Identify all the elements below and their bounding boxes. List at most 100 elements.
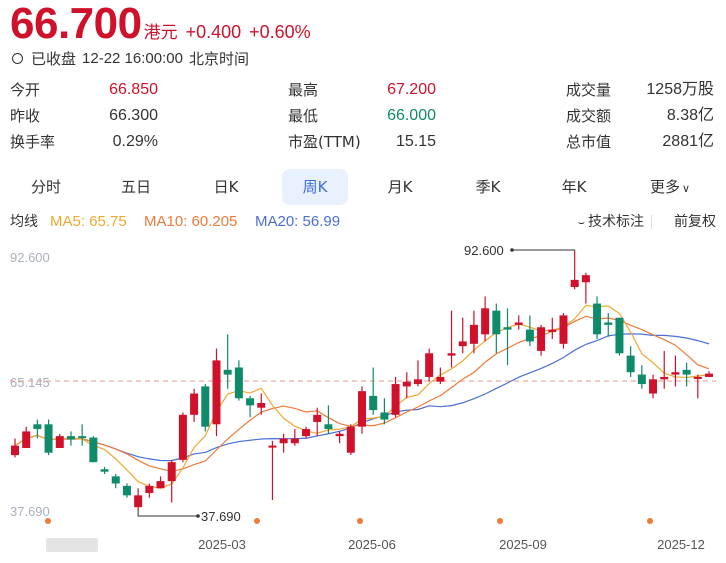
candle-body xyxy=(111,476,120,484)
event-marker-dot xyxy=(647,518,653,524)
ma-legend: 均线 MA5: 65.75 MA10: 60.205 MA20: 56.99 ⌣… xyxy=(10,212,716,232)
candle-body xyxy=(514,322,523,325)
watermark-blur xyxy=(46,538,98,552)
y-axis-max-label: 92.600 xyxy=(10,250,50,265)
candle-body xyxy=(11,445,19,456)
candle-body xyxy=(212,360,221,425)
candle-body xyxy=(44,424,53,453)
candle-body xyxy=(604,322,613,325)
candle-body xyxy=(503,327,512,330)
event-marker-dot xyxy=(357,518,363,524)
candle-body xyxy=(548,329,557,332)
candle-body xyxy=(55,436,64,448)
clock-icon xyxy=(12,53,23,64)
candle-body xyxy=(346,426,355,453)
candle-body xyxy=(447,353,456,356)
candle-body xyxy=(537,327,546,351)
tab-monthly-k[interactable]: 月K xyxy=(387,178,413,196)
tab-more[interactable]: 更多 ∨ xyxy=(640,169,700,205)
min-annotation-label: 37.690 xyxy=(201,509,241,524)
stat-open: 今开 66.850 xyxy=(10,81,158,99)
tab-intraday[interactable]: 分时 xyxy=(30,178,61,196)
candle-body xyxy=(369,395,378,411)
stat-market-cap: 总市值 2881亿 xyxy=(566,133,714,151)
y-axis-ref-label: 65.145 xyxy=(10,375,50,390)
candle-body xyxy=(234,367,243,399)
candle-body xyxy=(78,436,87,439)
stat-turnover-rate: 换手率 0.29% xyxy=(10,133,158,151)
ma-label: 均线 xyxy=(10,214,38,230)
chevron-down-icon: ∨ xyxy=(681,182,691,195)
last-price: 66.700 xyxy=(10,0,142,48)
candle-body xyxy=(380,412,389,420)
tab-weekly-k[interactable]: 周K xyxy=(282,169,348,205)
tab-more-label: 更多 xyxy=(649,178,680,196)
candle-body xyxy=(358,391,366,427)
candle-body xyxy=(693,376,702,379)
candle-body xyxy=(458,341,467,347)
kline-chart[interactable]: 92.600 65.145 37.690 92.600 37.690 2025-03 202… xyxy=(0,240,726,563)
candle-body xyxy=(626,355,635,373)
x-axis-tick-label: 2025-06 xyxy=(348,537,396,552)
candle-body xyxy=(178,414,187,460)
tech-annotation-toggle[interactable]: ⌣ 技术标注 xyxy=(577,214,644,230)
candle-body xyxy=(402,381,411,387)
candle-body xyxy=(671,372,680,375)
status-timezone: 北京时间 xyxy=(188,51,249,68)
candle-body xyxy=(268,445,277,448)
candlestick-chart[interactable]: 92.600 65.145 37.690 92.600 37.690 2025-03 202… xyxy=(0,240,726,563)
candle-body xyxy=(649,379,658,394)
x-axis-tick-label: 2025-03 xyxy=(198,537,246,552)
stat-low: 最低 66.000 xyxy=(288,107,436,125)
x-axis-tick-label: 2025-09 xyxy=(499,537,547,552)
candle-body xyxy=(33,424,42,430)
price-header: 66.700 港元 +0.400 +0.60% xyxy=(10,0,311,46)
tab-five-day[interactable]: 五日 xyxy=(120,178,151,196)
candle-body xyxy=(637,374,646,385)
candle-body xyxy=(525,329,534,342)
candle-body xyxy=(581,275,590,283)
event-marker-dot xyxy=(497,518,503,524)
tab-quarterly-k[interactable]: 季K xyxy=(475,178,501,196)
ma20-value: MA20: 56.99 xyxy=(255,213,341,230)
max-annotation-dot xyxy=(510,248,514,252)
eye-closed-icon: ⌣ xyxy=(577,216,585,229)
candle-body xyxy=(436,376,445,382)
candle-body xyxy=(145,485,154,493)
candle-body xyxy=(190,393,199,415)
candle-body xyxy=(559,315,568,344)
max-annotation-line xyxy=(512,249,576,251)
y-axis-min-label: 37.690 xyxy=(10,504,50,519)
candle-body xyxy=(156,481,165,489)
min-annotation-dot xyxy=(196,514,200,518)
price-change-pct: +0.60% xyxy=(249,22,311,42)
candle-body xyxy=(66,436,75,440)
candle-body xyxy=(425,353,434,377)
candle-body xyxy=(122,485,131,496)
tab-yearly-k[interactable]: 年K xyxy=(561,178,587,196)
candle-body xyxy=(279,438,288,444)
candle-body xyxy=(391,384,400,415)
adjust-mode-button[interactable]: 前复权 xyxy=(674,214,716,230)
candle-body xyxy=(570,279,579,287)
candle-body xyxy=(615,317,624,354)
candle-body xyxy=(167,462,176,482)
stat-prev-close: 昨收 66.300 xyxy=(10,107,158,125)
candle-body xyxy=(246,398,255,406)
event-marker-dot xyxy=(45,518,51,524)
max-annotation-label: 92.600 xyxy=(464,243,504,258)
period-tabs: 分时 五日 日K 周K 月K 季K 年K 更多 ∨ xyxy=(0,169,726,205)
candle-body xyxy=(22,431,31,448)
candle-body xyxy=(469,324,478,344)
candle-body xyxy=(492,310,501,335)
stat-high: 最高 67.200 xyxy=(288,81,436,99)
candle-body xyxy=(413,379,422,385)
x-axis-tick-label: 2025-12 xyxy=(657,537,705,552)
candle-body xyxy=(335,433,344,437)
tab-daily-k[interactable]: 日K xyxy=(213,178,239,196)
stat-volume: 成交量 1258万股 xyxy=(566,81,714,99)
candle-body xyxy=(593,303,602,335)
currency-label: 港元 xyxy=(143,23,178,43)
stat-pe-ttm: 市盈(TTM) 15.15 xyxy=(288,133,436,151)
stat-amount: 成交额 8.38亿 xyxy=(566,107,714,125)
